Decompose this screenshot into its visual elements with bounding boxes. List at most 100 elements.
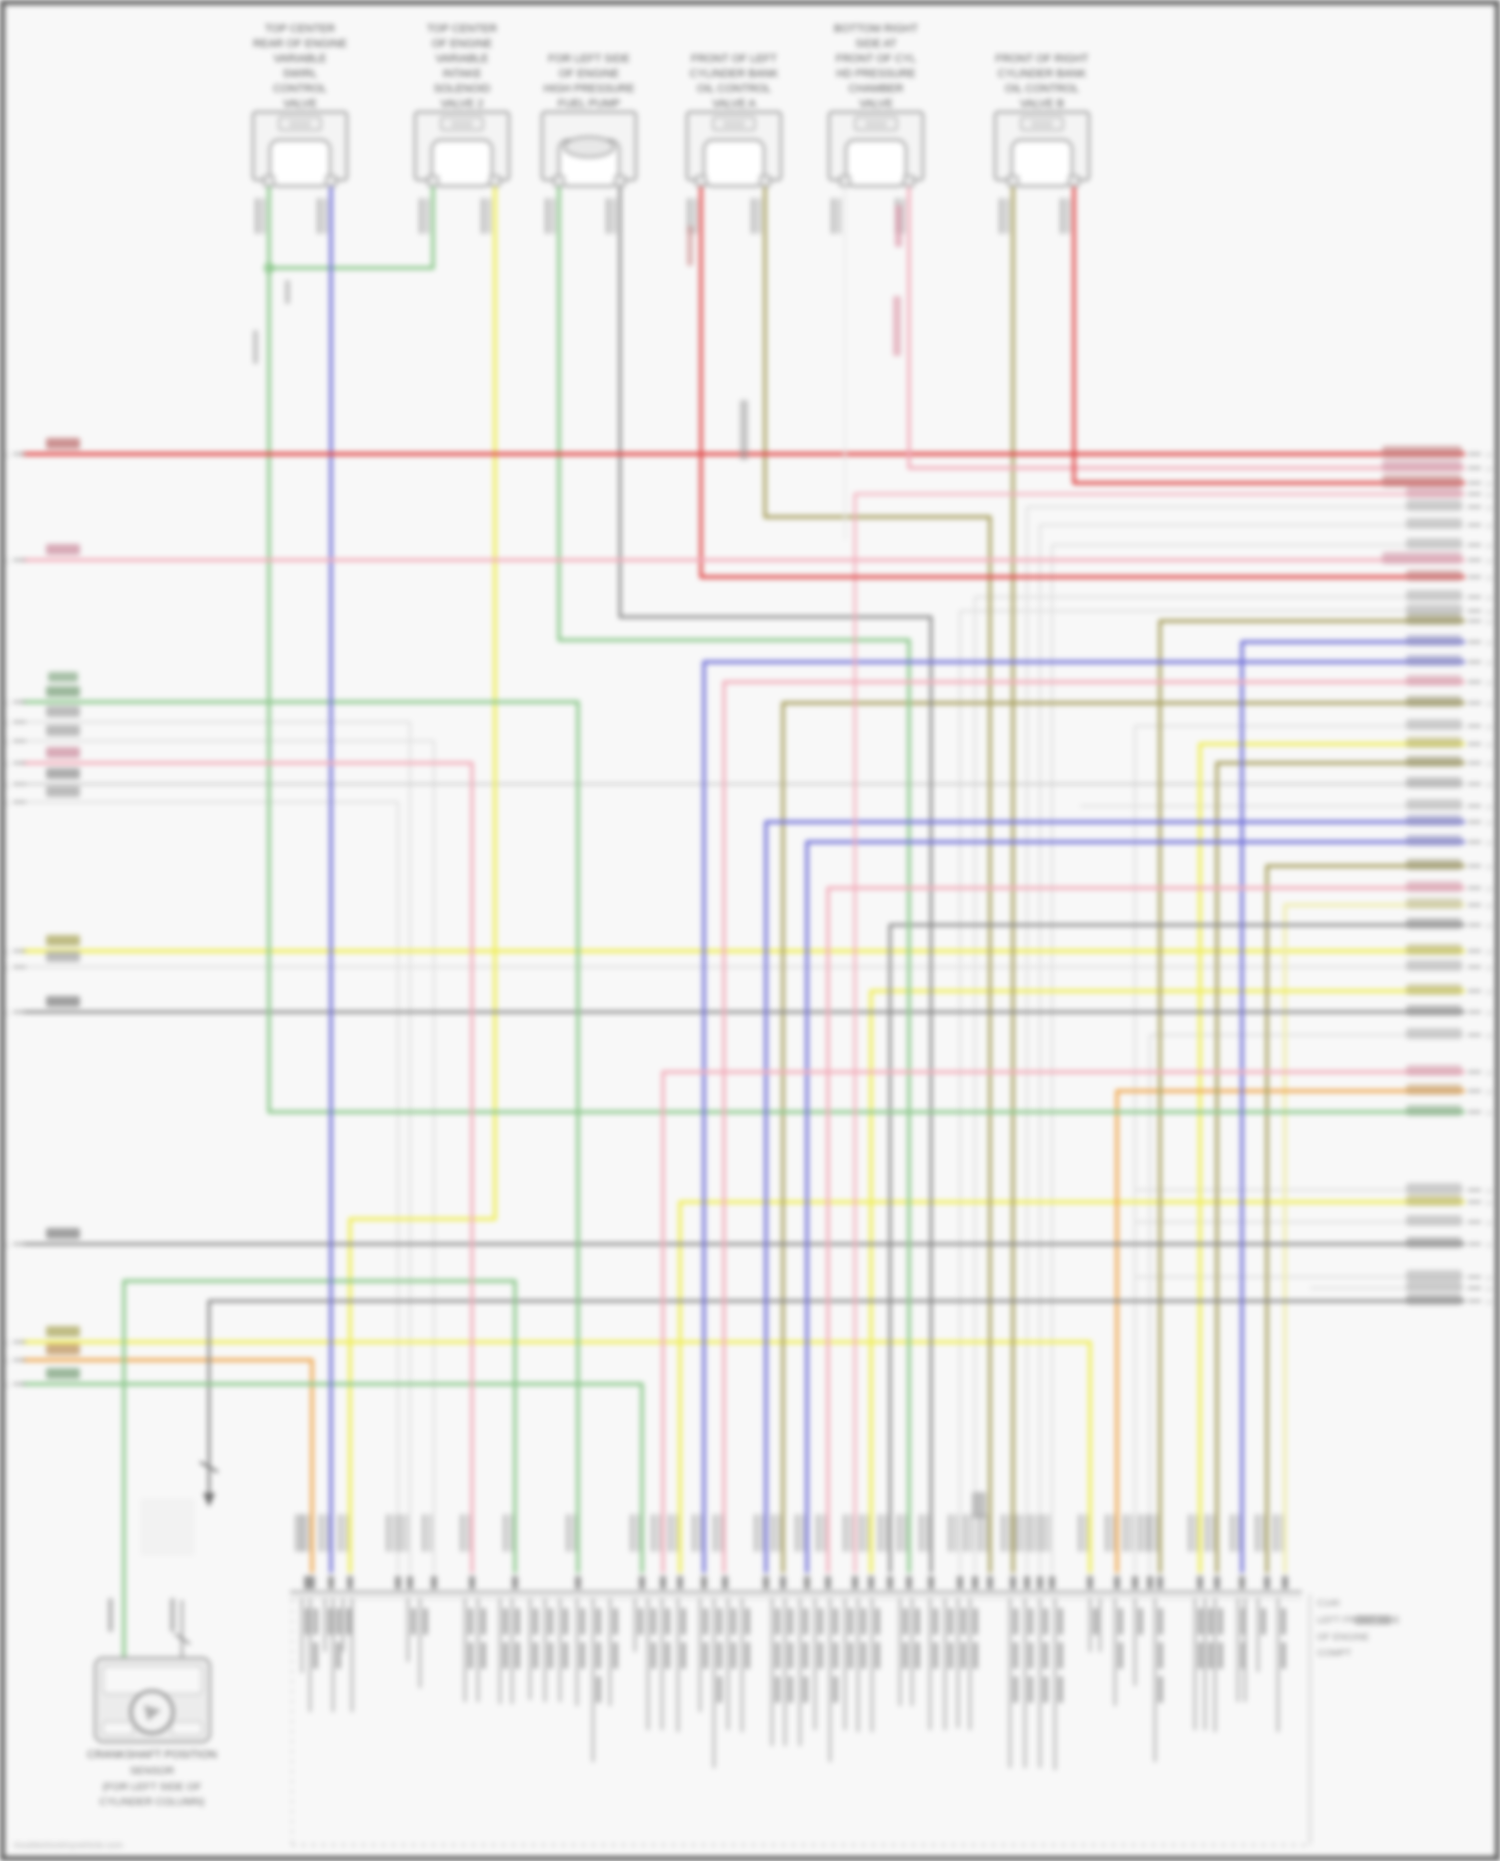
svg-text:12: 12: [1486, 1287, 1493, 1293]
svg-text:FRONT OF RIGHT: FRONT OF RIGHT: [995, 53, 1089, 65]
svg-text:CYLINDER BANK: CYLINDER BANK: [690, 68, 779, 80]
svg-text:12: 12: [1486, 559, 1493, 565]
svg-text:12: 12: [1486, 681, 1493, 687]
svg-text:LEFT FRONT SIDE: LEFT FRONT SIDE: [1317, 1615, 1400, 1626]
svg-text:CYLINDER BANK: CYLINDER BANK: [998, 68, 1087, 80]
svg-text:12: 12: [1486, 1011, 1493, 1017]
svg-text:OF ENGINE: OF ENGINE: [1317, 1632, 1369, 1643]
svg-text:CHAMBER: CHAMBER: [848, 83, 903, 95]
svg-text:CONTROL: CONTROL: [273, 83, 327, 95]
svg-text:12: 12: [1486, 950, 1493, 956]
svg-text:1: 1: [5, 801, 9, 807]
svg-text:12: 12: [1486, 1090, 1493, 1096]
svg-text:OIL CONTROL: OIL CONTROL: [697, 83, 771, 95]
svg-text:12: 12: [1486, 725, 1493, 731]
svg-text:OF ENGINE: OF ENGINE: [432, 38, 493, 50]
svg-text:troubleshootmyvehicle.com: troubleshootmyvehicle.com: [14, 1840, 123, 1850]
svg-text:INTAKE: INTAKE: [443, 68, 482, 80]
svg-text:SOLENOID: SOLENOID: [434, 83, 491, 95]
svg-text:1: 1: [5, 721, 9, 727]
svg-text:1: 1: [5, 950, 9, 956]
svg-text:VALVE: VALVE: [859, 98, 893, 110]
svg-text:VALVE A: VALVE A: [712, 98, 756, 110]
svg-text:SIDE AT: SIDE AT: [855, 38, 897, 50]
svg-text:12: 12: [1486, 1276, 1493, 1282]
svg-text:VARIABLE: VARIABLE: [274, 53, 327, 65]
svg-text:12: 12: [1486, 610, 1493, 616]
svg-text:12: 12: [1486, 702, 1493, 708]
svg-text:12: 12: [1486, 1111, 1493, 1117]
svg-text:12: 12: [1486, 1201, 1493, 1207]
svg-text:XXXX: XXXX: [865, 120, 887, 129]
svg-text:12: 12: [1486, 1300, 1493, 1306]
svg-text:12: 12: [1486, 1189, 1493, 1195]
svg-text:12: 12: [1486, 924, 1493, 930]
svg-text:(FOR LEFT SIDE OF: (FOR LEFT SIDE OF: [103, 1781, 202, 1793]
svg-text:FRONT OF CYL: FRONT OF CYL: [836, 53, 916, 65]
svg-text:XXXX: XXXX: [723, 120, 745, 129]
svg-text:12: 12: [1486, 620, 1493, 626]
svg-text:1: 1: [5, 701, 9, 707]
svg-text:TOP CENTER: TOP CENTER: [427, 23, 498, 35]
svg-text:1: 1: [5, 740, 9, 746]
svg-text:COMPT: COMPT: [1317, 1648, 1352, 1659]
svg-text:12: 12: [1486, 1243, 1493, 1249]
svg-text:OIL CONTROL: OIL CONTROL: [1005, 83, 1079, 95]
svg-text:1: 1: [5, 966, 9, 972]
svg-text:12: 12: [1486, 990, 1493, 996]
svg-text:BOTTOM RIGHT: BOTTOM RIGHT: [834, 23, 918, 35]
svg-text:VALVE 2: VALVE 2: [440, 98, 483, 110]
svg-text:TOP CENTER: TOP CENTER: [265, 23, 336, 35]
svg-text:12: 12: [1486, 821, 1493, 827]
svg-text:1: 1: [5, 1011, 9, 1017]
svg-text:12: 12: [1486, 524, 1493, 530]
svg-text:12: 12: [1486, 453, 1493, 459]
svg-text:VALVE: VALVE: [283, 98, 317, 110]
svg-text:12: 12: [1486, 576, 1493, 582]
svg-text:12: 12: [1486, 467, 1493, 473]
svg-text:1: 1: [5, 1243, 9, 1249]
svg-text:12: 12: [1486, 966, 1493, 972]
svg-text:12: 12: [1486, 762, 1493, 768]
svg-text:1: 1: [5, 783, 9, 789]
svg-text:12: 12: [1486, 596, 1493, 602]
svg-text:OF ENGINE: OF ENGINE: [559, 68, 620, 80]
svg-text:12: 12: [1486, 783, 1493, 789]
svg-text:SWIRL: SWIRL: [283, 68, 318, 80]
svg-text:12: 12: [1486, 544, 1493, 550]
svg-text:XXXX: XXXX: [1031, 120, 1053, 129]
svg-text:12: 12: [1486, 482, 1493, 488]
svg-text:1: 1: [5, 1359, 9, 1365]
svg-text:12: 12: [1486, 506, 1493, 512]
svg-text:12: 12: [1486, 1221, 1493, 1227]
svg-text:FUEL PUMP: FUEL PUMP: [558, 98, 621, 110]
svg-text:12: 12: [1486, 743, 1493, 749]
svg-text:XXXX: XXXX: [451, 120, 473, 129]
svg-text:1: 1: [5, 762, 9, 768]
svg-text:HIGH PRESSURE: HIGH PRESSURE: [543, 83, 634, 95]
svg-text:SENSOR: SENSOR: [130, 1765, 175, 1777]
svg-text:12: 12: [1486, 904, 1493, 910]
svg-text:XXXX: XXXX: [289, 120, 311, 129]
svg-text:1: 1: [5, 453, 9, 459]
svg-text:1: 1: [5, 559, 9, 565]
svg-text:REAR OF ENGINE: REAR OF ENGINE: [253, 38, 347, 50]
svg-text:12: 12: [1486, 493, 1493, 499]
svg-text:12: 12: [1486, 641, 1493, 647]
svg-text:C140: C140: [1317, 1598, 1340, 1609]
svg-text:1: 1: [5, 1383, 9, 1389]
svg-text:HD PRESSURE: HD PRESSURE: [836, 68, 915, 80]
svg-text:12: 12: [1486, 841, 1493, 847]
svg-text:VARIABLE: VARIABLE: [436, 53, 489, 65]
svg-text:FOR LEFT SIDE: FOR LEFT SIDE: [548, 53, 630, 65]
svg-text:12: 12: [1486, 1071, 1493, 1077]
svg-text:1: 1: [5, 1341, 9, 1347]
svg-text:12: 12: [1486, 887, 1493, 893]
svg-text:CRANKSHAFT POSITION: CRANKSHAFT POSITION: [87, 1749, 217, 1761]
svg-text:FRONT OF LEFT: FRONT OF LEFT: [691, 53, 777, 65]
svg-text:VALVE B: VALVE B: [1020, 98, 1064, 110]
svg-text:12: 12: [1486, 1034, 1493, 1040]
svg-text:12: 12: [1486, 805, 1493, 811]
svg-text:12: 12: [1486, 661, 1493, 667]
svg-text:12: 12: [1486, 865, 1493, 871]
